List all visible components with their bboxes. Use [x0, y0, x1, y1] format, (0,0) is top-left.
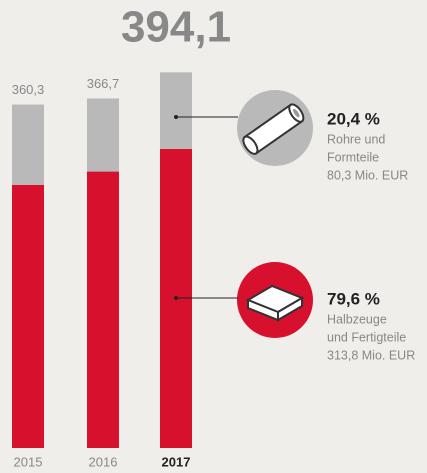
total-label: 394,1 [121, 3, 231, 52]
detail-line: Rohre und [327, 132, 385, 146]
total-label: 366,7 [87, 76, 120, 91]
bar-segment [87, 171, 119, 448]
total-label: 360,3 [12, 82, 45, 97]
bar-segment [12, 184, 44, 449]
detail-line: und Fertigteile [327, 330, 406, 344]
x-tick-label: 2017 [162, 454, 191, 469]
detail-line: Halbzeuge [327, 312, 387, 326]
detail-line: Formteile [327, 150, 379, 164]
share-label: 20,4 % [327, 109, 380, 128]
leader-dot [174, 296, 178, 300]
pipe-icon [237, 90, 313, 166]
leader-dot [174, 115, 178, 119]
bar-segment [160, 72, 192, 149]
bar-segment [87, 98, 119, 172]
share-label: 79,6 % [327, 289, 380, 308]
box-icon [237, 262, 313, 338]
amount-label: 313,8 Mio. EUR [327, 348, 415, 362]
amount-label: 80,3 Mio. EUR [327, 168, 408, 182]
bar-segment [12, 104, 44, 185]
x-tick-label: 2015 [14, 454, 43, 469]
x-tick-label: 2016 [89, 454, 118, 469]
